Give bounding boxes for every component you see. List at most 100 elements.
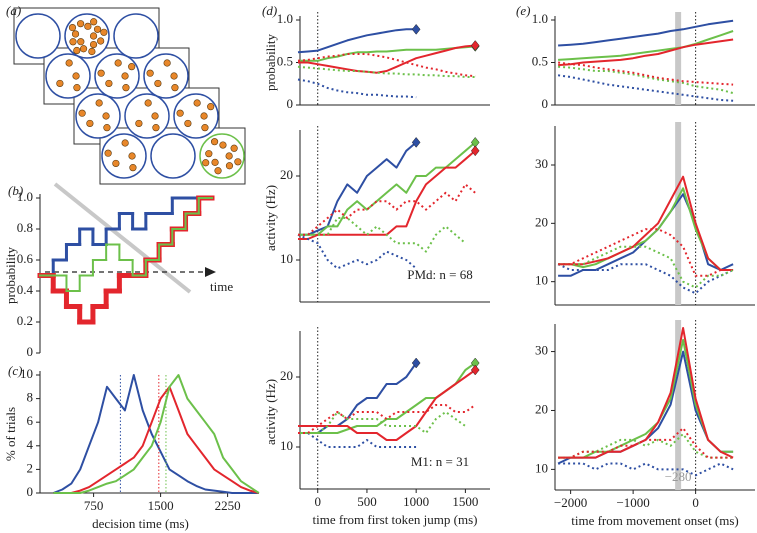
dotted-line bbox=[297, 78, 417, 99]
line bbox=[298, 141, 417, 236]
dotted-line bbox=[557, 61, 734, 86]
token bbox=[200, 112, 208, 120]
token bbox=[193, 99, 201, 107]
token bbox=[89, 32, 98, 40]
token bbox=[121, 72, 129, 80]
token bbox=[225, 152, 233, 160]
token bbox=[154, 79, 162, 88]
token bbox=[201, 124, 209, 132]
annotation: PMd: n = 68 bbox=[407, 267, 472, 282]
y-tick-label: 1.0 bbox=[277, 11, 293, 26]
y-tick-label: 30 bbox=[535, 156, 548, 171]
token bbox=[202, 159, 210, 167]
token bbox=[71, 30, 80, 38]
panel-label: (e) bbox=[516, 3, 530, 18]
line bbox=[558, 38, 734, 67]
annotation: time bbox=[210, 279, 233, 294]
dotted-line bbox=[298, 404, 476, 434]
line bbox=[298, 369, 476, 441]
dotted-line bbox=[558, 462, 734, 477]
y-tick-label: 20 bbox=[280, 368, 293, 383]
y-tick-label: 20 bbox=[280, 167, 293, 182]
token bbox=[135, 119, 143, 128]
token bbox=[68, 23, 77, 32]
option-circle bbox=[150, 133, 196, 179]
token bbox=[104, 149, 112, 157]
token bbox=[102, 112, 110, 120]
y-tick-label: 10 bbox=[20, 366, 33, 381]
token bbox=[114, 59, 122, 67]
token bbox=[184, 119, 192, 128]
x-axis-label: decision time (ms) bbox=[92, 516, 189, 531]
y-tick-label: 8 bbox=[27, 390, 34, 405]
y-tick-label: 1.0 bbox=[17, 189, 33, 204]
task-diagram bbox=[13, 7, 246, 185]
end-marker bbox=[470, 40, 480, 51]
trend-line bbox=[53, 182, 192, 294]
token bbox=[90, 18, 98, 26]
token bbox=[76, 20, 85, 28]
token bbox=[69, 38, 77, 46]
token bbox=[86, 119, 94, 128]
token bbox=[103, 124, 111, 132]
y-tick-label: 0 bbox=[27, 484, 34, 499]
line bbox=[298, 362, 476, 434]
y-tick-label: 0.5 bbox=[277, 53, 293, 68]
line bbox=[557, 350, 734, 465]
token bbox=[128, 63, 136, 71]
x-tick-label: 500 bbox=[357, 494, 377, 509]
token bbox=[100, 28, 108, 36]
x-tick-label: 0 bbox=[692, 495, 699, 510]
x-tick-label: 750 bbox=[84, 498, 104, 513]
token bbox=[89, 40, 98, 49]
panel-label: (a) bbox=[6, 3, 21, 18]
y-tick-label: 0.5 bbox=[532, 53, 548, 68]
end-marker bbox=[411, 23, 421, 35]
token bbox=[112, 159, 120, 168]
y-tick-label: 1.0 bbox=[532, 11, 548, 26]
token bbox=[144, 99, 152, 107]
token bbox=[234, 158, 242, 166]
token bbox=[129, 164, 137, 172]
y-tick-label: 0 bbox=[287, 96, 294, 111]
y-tick-label: 20 bbox=[535, 401, 548, 416]
x-tick-label: −2000 bbox=[554, 495, 587, 510]
y-tick-label: 0.4 bbox=[17, 282, 34, 297]
y-tick-label: 20 bbox=[535, 214, 548, 229]
token bbox=[72, 72, 80, 80]
line bbox=[298, 45, 476, 62]
y-axis-label: probability bbox=[3, 246, 18, 304]
token bbox=[225, 162, 234, 170]
line bbox=[53, 385, 260, 494]
y-tick-label: 0.8 bbox=[17, 220, 33, 235]
token bbox=[146, 69, 154, 77]
token bbox=[65, 59, 73, 67]
token bbox=[176, 109, 184, 117]
arrow-head bbox=[205, 267, 216, 277]
dotted-line bbox=[558, 427, 734, 459]
option-circle bbox=[15, 13, 61, 59]
y-tick-label: 10 bbox=[280, 438, 293, 453]
token bbox=[105, 79, 113, 88]
line bbox=[297, 28, 417, 54]
y-axis-label: activity (Hz) bbox=[263, 185, 278, 251]
y-tick-label: 2 bbox=[27, 460, 34, 475]
token bbox=[95, 99, 103, 107]
dotted-line bbox=[297, 53, 476, 78]
line bbox=[558, 19, 734, 47]
line bbox=[53, 374, 260, 494]
x-tick-label: 1000 bbox=[403, 494, 429, 509]
dotted-line bbox=[298, 411, 466, 434]
y-axis-label: % of trials bbox=[3, 407, 18, 461]
end-marker bbox=[470, 364, 480, 376]
token bbox=[205, 150, 213, 158]
token bbox=[97, 37, 105, 45]
line bbox=[558, 327, 734, 459]
line bbox=[298, 44, 476, 74]
x-axis-label: time from first token jump (ms) bbox=[312, 512, 477, 527]
dotted-line bbox=[557, 263, 734, 295]
token bbox=[214, 167, 222, 175]
y-tick-label: 10 bbox=[535, 460, 548, 475]
